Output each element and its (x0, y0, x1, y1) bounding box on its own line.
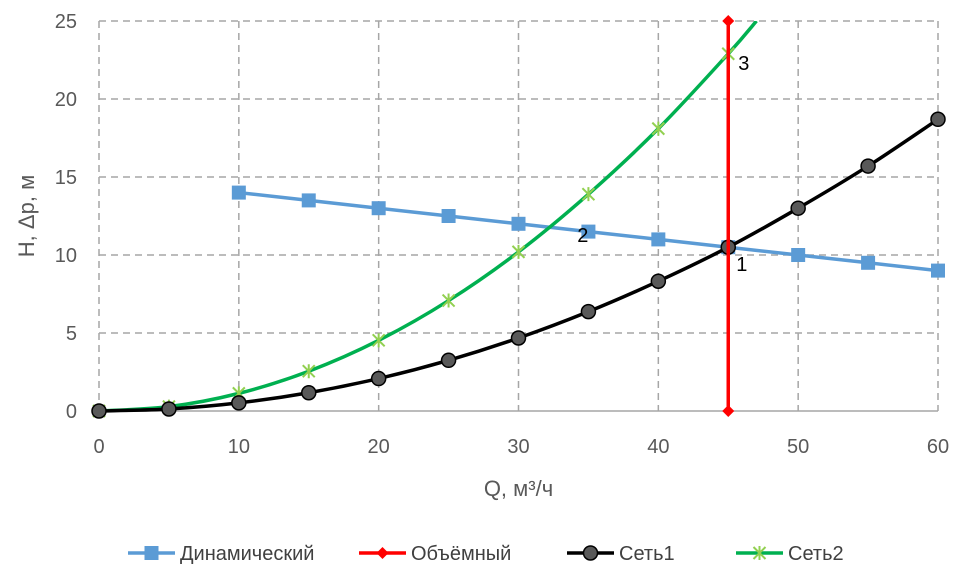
Динамический-point (791, 248, 806, 262)
Сеть1-point (860, 158, 876, 174)
legend-item: Сеть1 (567, 543, 675, 565)
Динамический-point (581, 224, 596, 239)
Сеть2-point (371, 333, 386, 348)
x-tick-label: 40 (647, 436, 669, 458)
annotations: 1 2 3 (577, 53, 749, 276)
Динамический-point (511, 216, 526, 231)
y-tick-label: 10 (55, 245, 77, 267)
Динамический-point (651, 232, 666, 247)
Сеть1-point (582, 545, 599, 561)
Сеть2-point (581, 187, 596, 202)
x-tick-label: 30 (507, 436, 529, 458)
y-tick-label: 25 (55, 11, 77, 33)
legend-label: Динамический (180, 543, 314, 565)
Сеть2-point (441, 293, 456, 308)
Сеть1-point (580, 303, 597, 320)
Сеть1-point (440, 352, 457, 369)
Объёмный-point (722, 15, 735, 27)
Динамический-point (931, 263, 945, 278)
axes: 0 10 20 30 40 50 60 0 5 10 15 20 25 (55, 11, 949, 458)
x-tick-label: 50 (787, 436, 809, 458)
legend-label: Сеть1 (619, 543, 675, 565)
y-tick-label: 5 (66, 323, 77, 345)
Сеть1-point (510, 330, 527, 346)
Объёмный-point (722, 405, 735, 417)
series-Сеть1 (91, 111, 946, 419)
Сеть1-point (91, 403, 107, 419)
x-tick-label: 0 (93, 436, 104, 458)
Сеть1-point (790, 200, 806, 216)
Динамический-point (144, 546, 159, 560)
x-tick-label: 20 (368, 436, 390, 458)
legend-label: Объёмный (411, 543, 511, 565)
Сеть1-point (231, 395, 247, 411)
Сеть2-point (651, 121, 666, 136)
y-tick-label: 15 (55, 167, 77, 189)
legend: Динамический Объёмный Сеть1 Сеть2 (128, 543, 844, 565)
Сеть1-point (301, 384, 317, 401)
legend-item: Динамический (128, 543, 314, 565)
Объёмный-point (376, 547, 389, 559)
x-tick-label: 10 (228, 436, 250, 458)
y-tick-label: 0 (66, 401, 77, 423)
point-annotation: 2 (577, 225, 588, 247)
point-annotation: 1 (736, 254, 747, 276)
Динамический-point (231, 185, 246, 200)
Динамический-point (371, 201, 386, 216)
y-axis-title: H, Δp, м (14, 175, 39, 257)
Сеть2-point (511, 244, 526, 259)
x-tick-label: 60 (927, 436, 949, 458)
Сеть2-line (98, 21, 758, 413)
x-axis-title: Q, м³/ч (484, 476, 553, 501)
point-annotation: 3 (738, 53, 749, 75)
y-tick-label: 20 (55, 89, 77, 111)
legend-label: Сеть2 (788, 543, 844, 565)
series-layer (91, 15, 946, 419)
Сеть1-point (370, 370, 387, 387)
legend-item: Сеть2 (736, 543, 844, 565)
series-Объёмный (722, 15, 735, 417)
Сеть1-point (650, 273, 667, 289)
Динамический-point (301, 193, 316, 208)
Сеть2-point (302, 364, 316, 379)
Сеть1-point (161, 401, 177, 417)
legend-item: Объёмный (359, 543, 511, 565)
Динамический-point (861, 255, 876, 270)
Сеть2-point (752, 546, 767, 560)
series-Сеть2 (92, 21, 758, 418)
grid (98, 20, 939, 411)
Сеть1-point (930, 111, 946, 128)
Динамический-point (441, 209, 456, 223)
